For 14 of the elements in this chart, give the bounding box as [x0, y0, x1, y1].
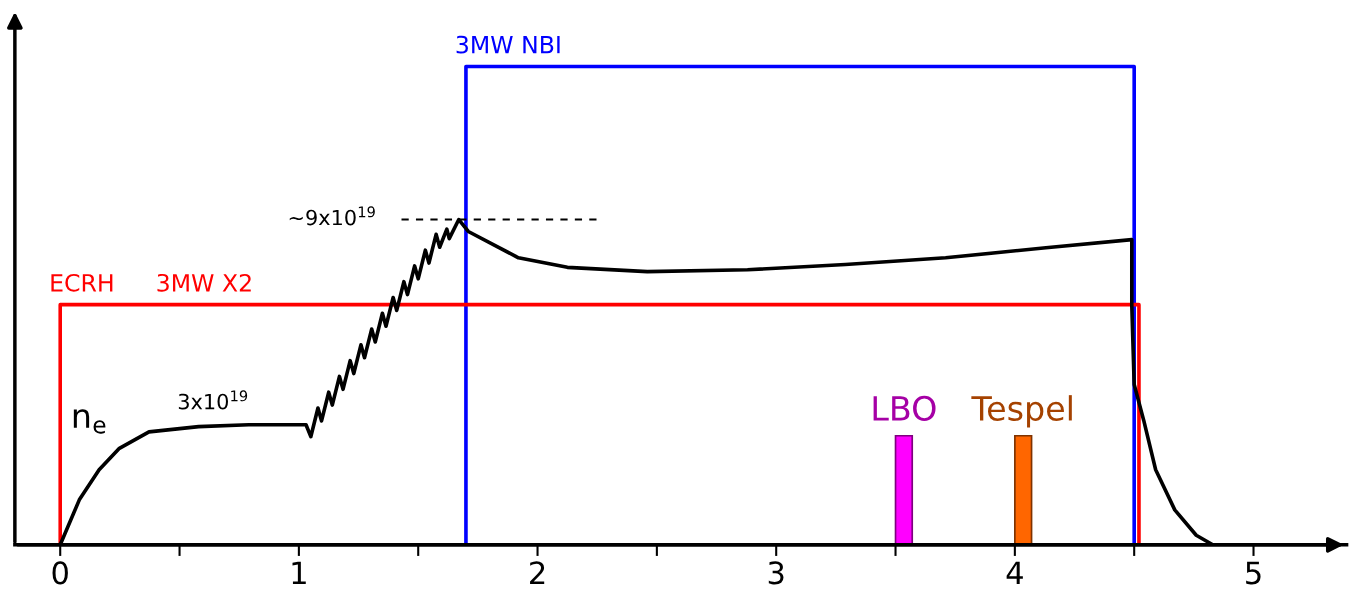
x-tick-label: 2 — [530, 561, 545, 584]
x-tick-label: 1 — [292, 561, 306, 584]
x-tick-label: 4 — [1006, 561, 1023, 584]
x-tick-label: 5 — [1246, 561, 1261, 585]
series-label: 3MW NBI — [456, 35, 560, 54]
series-label: ECRH — [51, 273, 113, 292]
series-label: n$_{e}$ — [73, 409, 106, 434]
series-label: LBO — [873, 395, 936, 421]
series-label: Tespel — [971, 395, 1072, 428]
annotation: 3x10$^{19}$ — [178, 390, 248, 410]
annotation: ~9x10$^{19}$ — [289, 206, 375, 226]
annotation: 3MW X2 — [157, 273, 251, 292]
x-tick-label: 0 — [52, 561, 68, 585]
x-tick-label: 3 — [768, 561, 784, 585]
